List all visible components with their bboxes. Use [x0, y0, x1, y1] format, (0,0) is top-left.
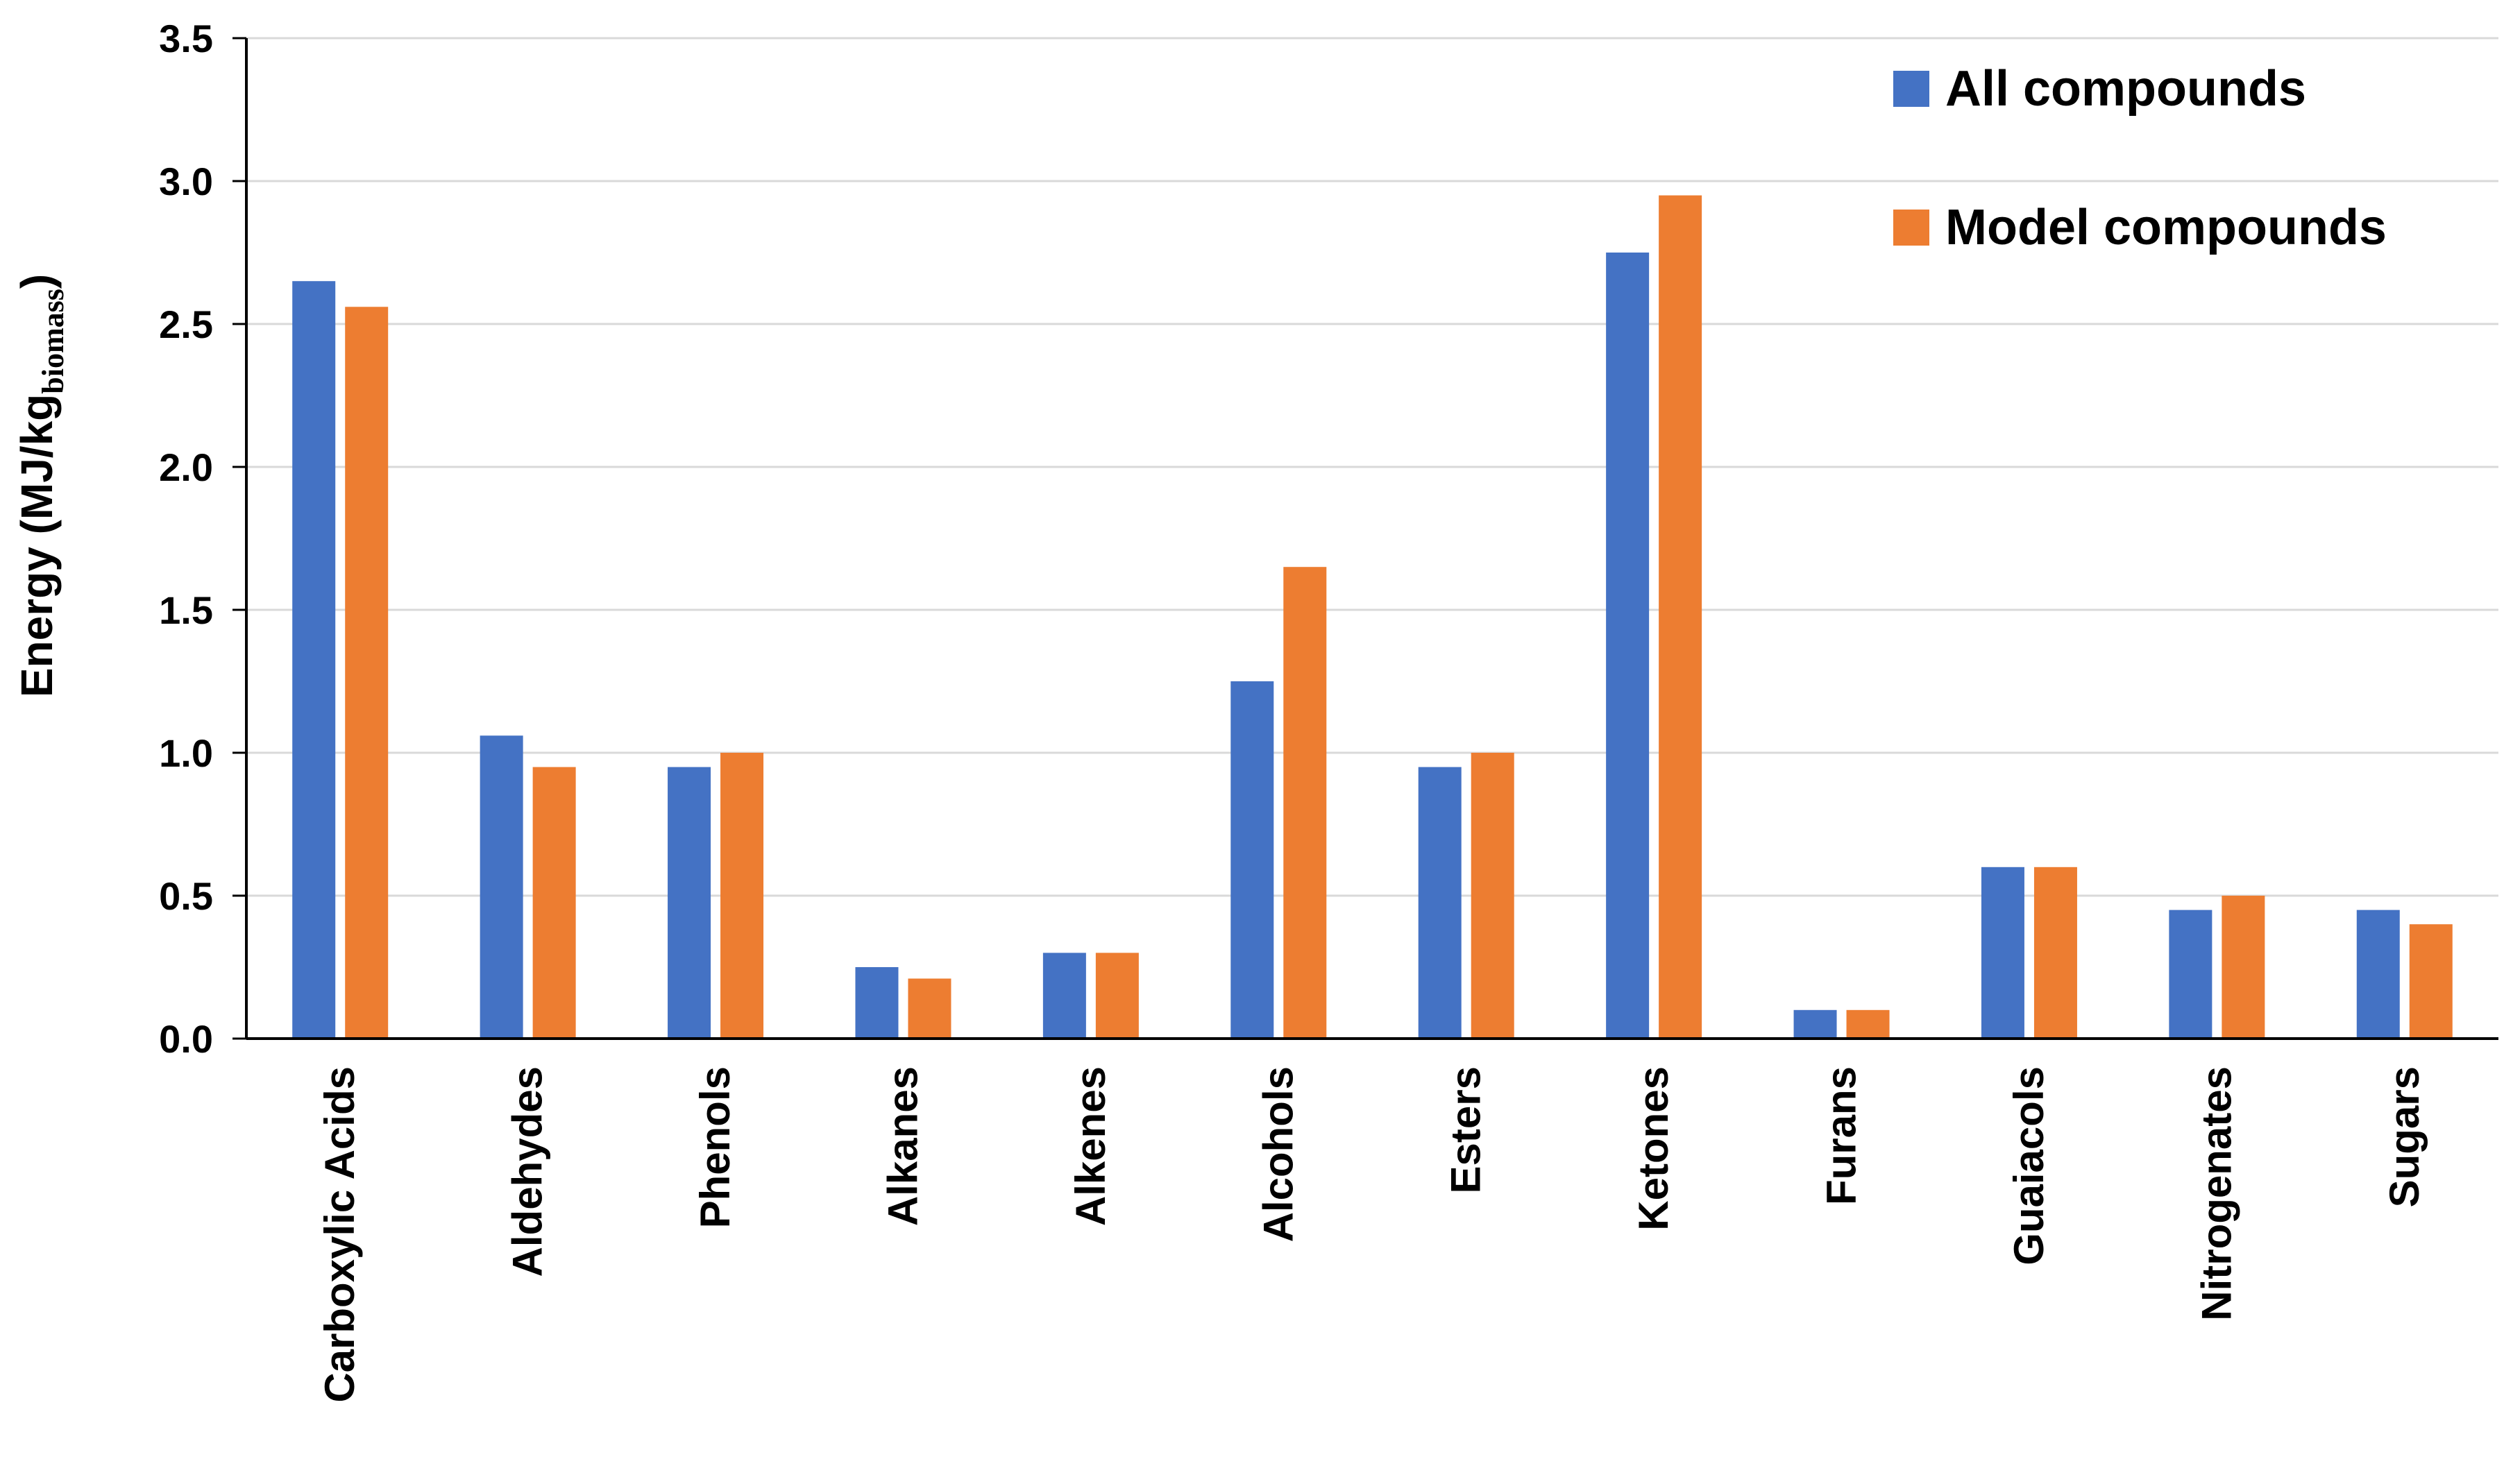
legend-swatch [1893, 210, 1929, 246]
bar [1230, 681, 1274, 1039]
x-tick-label: Nitrogenates [2193, 1066, 2240, 1321]
x-tick-label: Alkenes [1067, 1066, 1114, 1226]
y-tick-label: 2.0 [159, 445, 213, 489]
bar [1283, 567, 1327, 1039]
y-tick-label: 1.5 [159, 588, 213, 632]
bar [2222, 896, 2265, 1039]
y-axis-label-close: ) [12, 274, 62, 289]
x-tick-label: Furans [1818, 1066, 1865, 1205]
bar [720, 753, 764, 1039]
bar [1793, 1009, 1837, 1039]
bar [2169, 910, 2212, 1039]
y-axis-label-main: Energy (MJ/kg [12, 394, 62, 697]
y-tick-label: 1.0 [159, 731, 213, 775]
bar [345, 307, 389, 1039]
x-tick-label: Guaiacols [2006, 1066, 2052, 1265]
bars [292, 195, 2453, 1039]
bar [1659, 195, 1702, 1039]
bar [1981, 867, 2024, 1039]
bar [532, 767, 576, 1039]
legend-label: All compounds [1945, 61, 2306, 117]
bar [855, 967, 899, 1039]
x-tick-label: Aldehydes [505, 1066, 551, 1277]
bar [1606, 253, 1650, 1039]
x-tick-label: Carboxylic Acids [316, 1066, 363, 1403]
y-tick-label: 0.0 [159, 1017, 213, 1061]
y-axis-label-group: Energy (MJ/kgbiomass) [12, 274, 70, 697]
bar [668, 767, 711, 1039]
x-tick-labels: Carboxylic Acids Aldehydes Phenols Alkanes A… [316, 1066, 2428, 1403]
bar [908, 978, 951, 1039]
y-tick-label: 3.5 [159, 17, 213, 60]
bar [1846, 1009, 1890, 1039]
bar [2409, 924, 2453, 1039]
bar [1418, 767, 1462, 1039]
x-tick-label: Ketones [1630, 1066, 1677, 1231]
axes [245, 38, 2498, 1040]
x-tick-label: Phenols [692, 1066, 738, 1228]
y-axis-label-subscript: biomass [36, 289, 70, 394]
y-tick-label: 0.5 [159, 874, 213, 918]
bar [480, 735, 523, 1039]
x-tick-label: Sugars [2381, 1066, 2428, 1207]
x-tick-label: Alkanes [879, 1066, 926, 1226]
y-tick-label: 2.5 [159, 302, 213, 346]
legend: All compounds Model compounds [1893, 61, 2387, 255]
legend-label: Model compounds [1945, 200, 2387, 255]
y-tick-labels: 0.0 0.5 1.0 1.5 2.0 2.5 3.0 3.5 [159, 17, 213, 1061]
y-axis-label: Energy (MJ/kgbiomass) [12, 274, 70, 697]
bar [1042, 953, 1086, 1039]
bar [292, 281, 336, 1039]
x-tick-label: Alcohols [1255, 1066, 1301, 1242]
bar [1471, 753, 1514, 1039]
bar [1095, 953, 1139, 1039]
y-tick-label: 3.0 [159, 160, 213, 203]
bar [2033, 867, 2077, 1039]
bar [2356, 910, 2400, 1039]
x-tick-label: Esters [1443, 1066, 1489, 1193]
gridlines [232, 37, 2498, 1040]
legend-swatch [1893, 71, 1929, 107]
